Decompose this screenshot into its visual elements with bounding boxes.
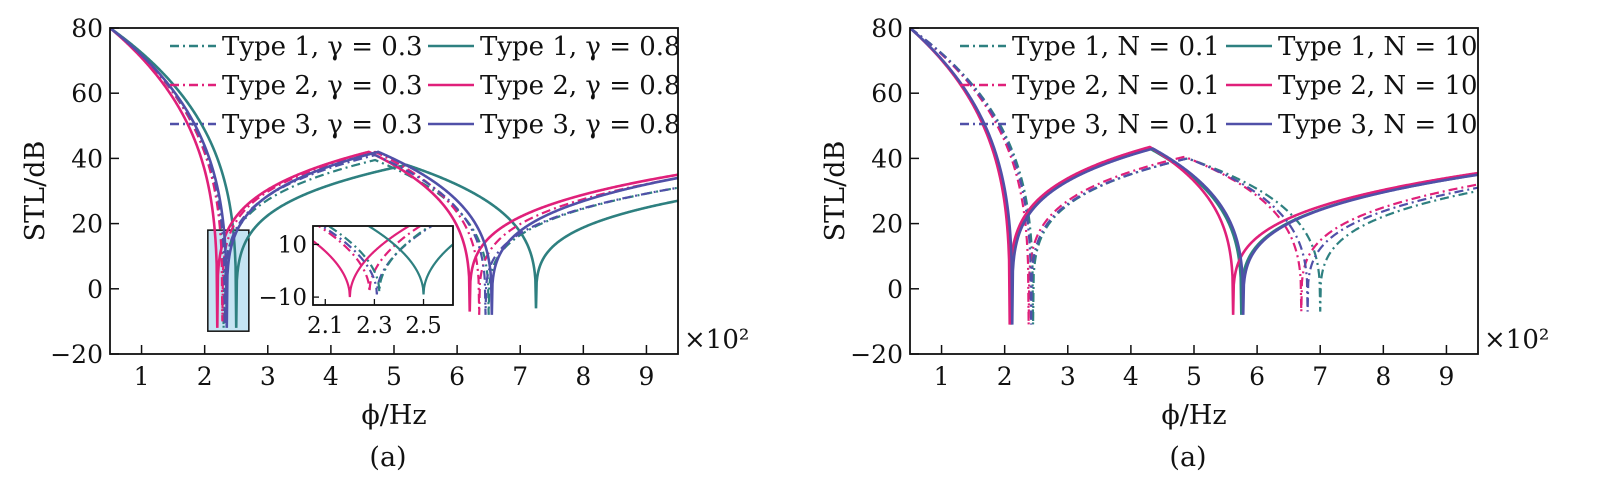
x-axis-title: ϕ/Hz	[361, 400, 426, 431]
legend-label: Type 3, γ = 0.3	[222, 110, 423, 140]
x-tick-label: 5	[1186, 362, 1202, 391]
legend-label: Type 2, N = 0.1	[1012, 71, 1220, 101]
inset-x-tick-label: 2.5	[405, 313, 442, 339]
legend-label: Type 1, N = 0.1	[1012, 32, 1220, 62]
y-tick-label: 60	[871, 79, 903, 108]
y-tick-label: 40	[71, 144, 103, 173]
legend-label: Type 1, N = 10	[1278, 32, 1478, 62]
x-multiplier: ×10²	[684, 325, 749, 355]
x-tick-label: 3	[1060, 362, 1076, 391]
x-tick-label: 4	[323, 362, 339, 391]
x-tick-label: 2	[997, 362, 1013, 391]
inset-x-tick-label: 2.3	[356, 313, 393, 339]
inset-y-tick-label: −10	[258, 285, 307, 311]
y-tick-label: −20	[850, 340, 903, 369]
y-tick-label: 60	[71, 79, 103, 108]
y-tick-label: 80	[871, 14, 903, 43]
x-tick-label: 6	[1249, 362, 1265, 391]
series-line-6	[910, 28, 1478, 325]
y-tick-label: 80	[71, 14, 103, 43]
panel-caption: (a)	[1169, 442, 1206, 473]
series-layer	[910, 28, 1478, 325]
x-multiplier: ×10²	[1484, 325, 1549, 355]
x-tick-label: 5	[386, 362, 402, 391]
legend-label: Type 2, γ = 0.3	[222, 71, 423, 101]
series-layer	[110, 28, 678, 328]
y-tick-label: 0	[887, 275, 903, 304]
x-tick-label: 1	[134, 362, 150, 391]
inset-x-tick-label: 2.1	[307, 313, 344, 339]
x-tick-label: 3	[260, 362, 276, 391]
panel-1: 1 2 3 4 5 6 7 8 9 80 60 40 20 0 −20 ×10² ϕ/Hz STL/dB (a) Ty…	[20, 14, 749, 473]
series-line-5	[910, 28, 1478, 325]
x-tick-label: 7	[512, 362, 528, 391]
series-line-3	[110, 28, 678, 322]
x-tick-label: 1	[934, 362, 950, 391]
y-tick-label: −20	[50, 340, 103, 369]
legend: Type 1, N = 0.1 Type 1, N = 10 Type 2, N =…	[960, 32, 1478, 140]
y-tick-label: 40	[871, 144, 903, 173]
x-tick-label: 7	[1312, 362, 1328, 391]
series-line-4	[910, 28, 1478, 325]
y-tick-label: 20	[71, 210, 103, 239]
x-tick-label: 8	[1375, 362, 1391, 391]
y-tick-label: 0	[87, 275, 103, 304]
series-line-6	[110, 28, 678, 328]
series-line-2	[110, 28, 678, 328]
inset-y-tick-label: 10	[278, 232, 307, 258]
y-axis-title: STL/dB	[20, 141, 51, 242]
series-line-3	[910, 28, 1478, 325]
legend-label: Type 3, N = 0.1	[1012, 110, 1220, 140]
panel-caption: (a)	[369, 442, 406, 473]
panel-2: 1 2 3 4 5 6 7 8 9 80 60 40 20 0 −20 ×10² ϕ/Hz STL/dB (a) Ty…	[820, 14, 1549, 473]
legend: Type 1, γ = 0.3 Type 1, γ = 0.8 Type 2, γ …	[170, 32, 681, 140]
y-tick-label: 20	[871, 210, 903, 239]
x-tick-label: 4	[1123, 362, 1139, 391]
x-tick-label: 9	[1438, 362, 1454, 391]
inset-dip-line	[366, 226, 453, 295]
x-tick-label: 8	[575, 362, 591, 391]
y-axis-title: STL/dB	[820, 141, 851, 242]
inset-frame	[312, 225, 454, 306]
inset-dip-line	[313, 226, 412, 298]
inset: 2.1 2.3 2.5 10 −10	[258, 225, 454, 339]
legend-label: Type 3, γ = 0.8	[480, 110, 681, 140]
legend-label: Type 1, γ = 0.3	[222, 32, 423, 62]
legend-label: Type 1, γ = 0.8	[480, 32, 681, 62]
legend-label: Type 2, N = 10	[1278, 71, 1478, 101]
legend-label: Type 3, N = 10	[1278, 110, 1478, 140]
x-tick-label: 6	[449, 362, 465, 391]
x-tick-label: 2	[197, 362, 213, 391]
legend-label: Type 2, γ = 0.8	[480, 71, 681, 101]
x-tick-label: 9	[638, 362, 654, 391]
x-axis-title: ϕ/Hz	[1161, 400, 1226, 431]
